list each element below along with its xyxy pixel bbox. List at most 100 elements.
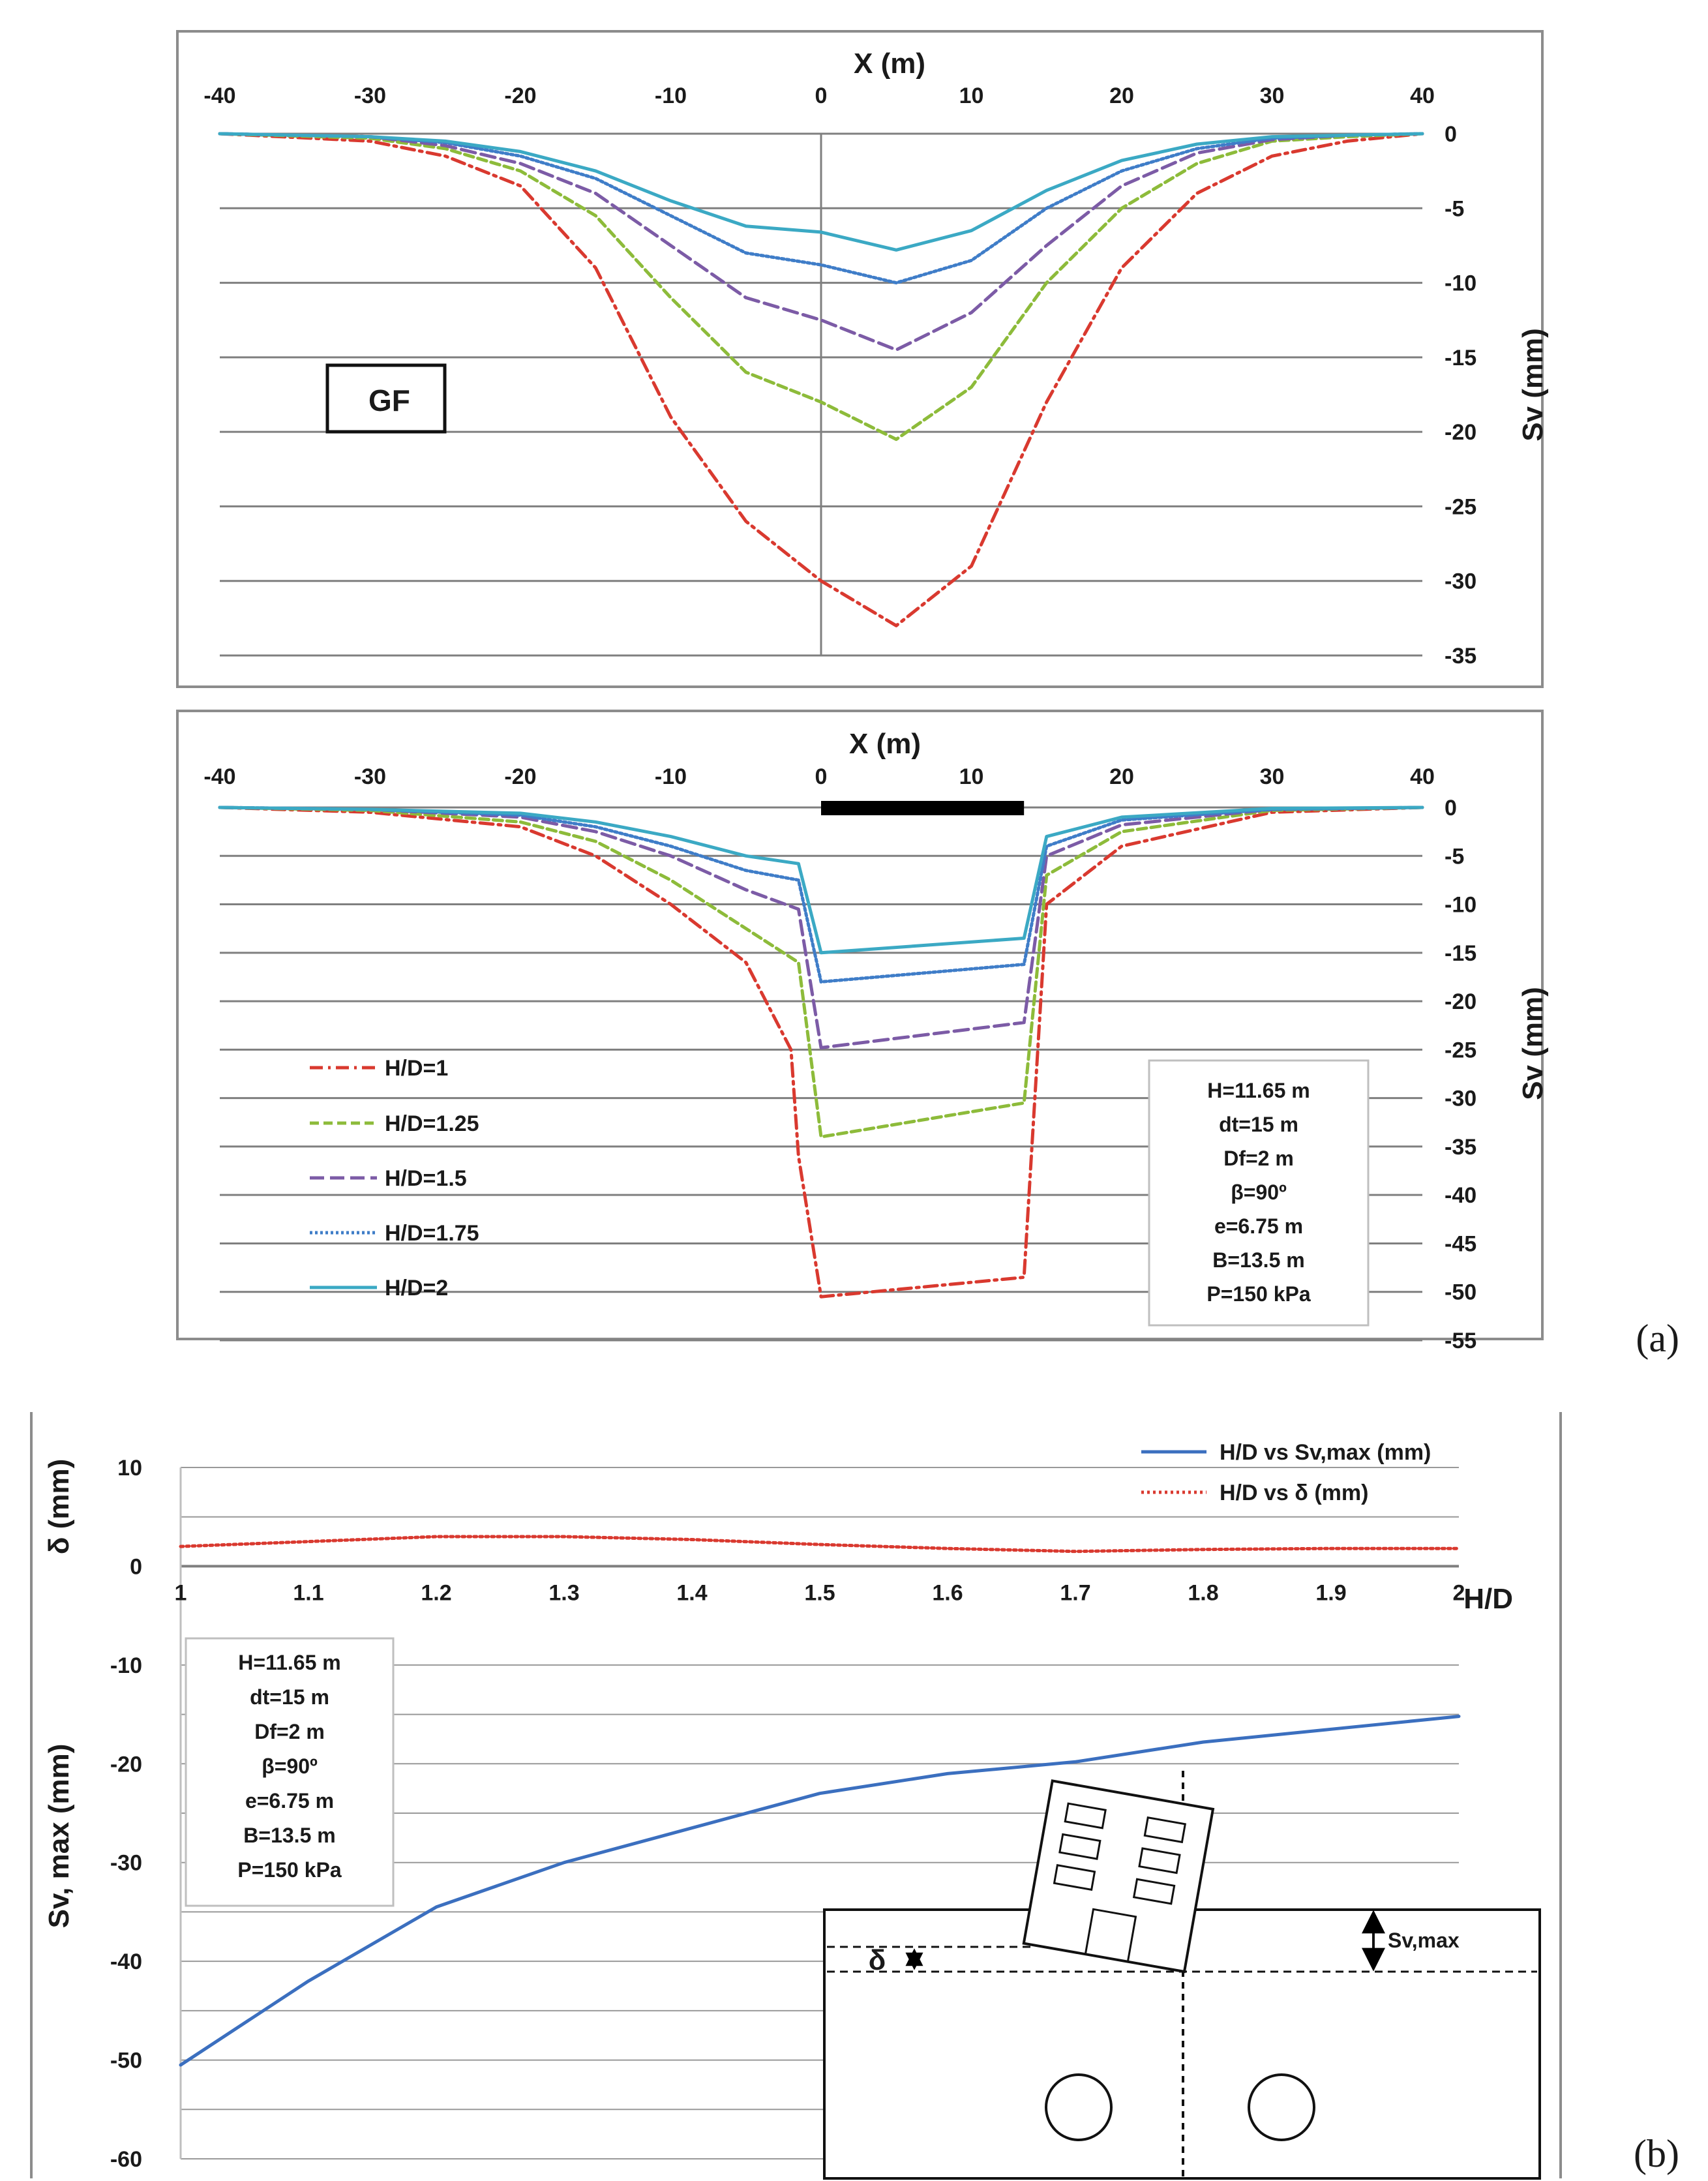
ytick-label: -40 [110, 1949, 142, 1974]
building-window [1053, 1863, 1096, 1891]
series-line-hd125 [218, 132, 1424, 442]
chart-a2: -40 -30 -20 -10 0 10 20 30 40 0 -5 -10 -15 -20 -25 -30… [176, 710, 1549, 1353]
ytick-label: -30 [110, 1851, 142, 1876]
legend-label-hd1: H/D=1 [385, 1056, 448, 1081]
series-line-svmax [179, 1715, 1461, 2067]
series-line-hd125 [218, 805, 1424, 1139]
legend-item-hd175: H/D=1.75 [310, 1221, 479, 1246]
series-line-hd2 [218, 805, 1424, 955]
series-line-hd2 [218, 132, 1424, 252]
xtick-label: -30 [354, 83, 386, 108]
xtick-label: 0 [815, 83, 828, 108]
xtick-label: -10 [655, 83, 687, 108]
ytick-label: -15 [1445, 941, 1476, 966]
series-line-hd175 [218, 132, 1424, 285]
legend-item-svmax: H/D vs Sv,max (mm) [1141, 1440, 1431, 1465]
ytick-label: -55 [1445, 1329, 1476, 1353]
xtick-label: 1 [175, 1580, 187, 1605]
tilted-building [1022, 1779, 1215, 1974]
chart-a1-series [218, 132, 1424, 627]
chart-a2-ylabel: Sv (mm) [1517, 987, 1549, 1100]
building-window [1058, 1833, 1101, 1860]
xtick-label: 0 [815, 764, 828, 789]
xtick-label: -40 [203, 83, 235, 108]
chart-a2-xlabel: X (m) [849, 728, 921, 760]
delta-symbol: δ [869, 1944, 886, 1976]
tunnel-left [1045, 2073, 1113, 2141]
chart-a1-xlabel: X (m) [854, 48, 925, 80]
ytick-label: -50 [1445, 1280, 1476, 1305]
series-line-hd15 [218, 805, 1424, 1049]
xtick-label: 20 [1109, 83, 1134, 108]
chart-b-ytick-labels: 10 0 -10 -20 -30 -40 -50 -60 [110, 1456, 142, 2172]
ytick-label: -20 [110, 1752, 142, 1777]
param-b-2: Df=2 m [254, 1720, 325, 1743]
chart-b-series [179, 1535, 1461, 2067]
xtick-label: -20 [504, 83, 536, 108]
legend-item-hd15: H/D=1.5 [310, 1166, 467, 1191]
series-line-hd1 [218, 132, 1424, 627]
params-box-b: H=11.65 m dt=15 m Df=2 m β=90º e=6.75 m … [185, 1637, 395, 1907]
ytick-label: -60 [110, 2147, 142, 2172]
chart-a1: -40 -30 -20 -10 0 10 20 30 40 0 -5 -10 -15 -20 -25 -30… [176, 30, 1549, 688]
legend-label-svmax: H/D vs Sv,max (mm) [1220, 1440, 1431, 1465]
legend-label-hd175: H/D=1.75 [385, 1221, 479, 1246]
param-a-1: dt=15 m [1219, 1113, 1298, 1136]
building-window [1143, 1816, 1187, 1844]
xtick-label: -10 [655, 764, 687, 789]
ytick-label: 0 [130, 1554, 142, 1579]
building-window [1132, 1878, 1176, 1905]
param-b-1: dt=15 m [250, 1685, 329, 1709]
ytick-label: -35 [1445, 1135, 1476, 1160]
tunnel-right [1248, 2073, 1315, 2141]
legend-a: H/D=1 H/D=1.25 H/D=1.5 H/D=1.75 H/D=2 [310, 1056, 479, 1301]
legend-label-hd15: H/D=1.5 [385, 1166, 467, 1191]
series-line-hd175 [218, 805, 1424, 984]
ytick-label: -30 [1445, 569, 1476, 594]
xtick-label: 1.5 [804, 1580, 835, 1605]
xtick-label: 10 [959, 764, 984, 789]
schematic: δ Sv,max [823, 1771, 1541, 2180]
chart-b: 1 1.1 1.2 1.3 1.4 1.5 1.6 1.7 1.8 1.9 2 10 0 -10 -20 -… [30, 1412, 1562, 2180]
legend-label-delta: H/D vs δ (mm) [1220, 1481, 1368, 1505]
param-b-0: H=11.65 m [238, 1651, 340, 1674]
gf-badge: GF [368, 384, 410, 417]
xtick-label: 1.9 [1315, 1580, 1346, 1605]
gf-badge-box [325, 363, 447, 434]
foundation-bar [821, 801, 1025, 815]
xtick-label: 40 [1410, 764, 1435, 789]
xtick-label: 1.7 [1060, 1580, 1090, 1605]
param-a-6: P=150 kPa [1206, 1282, 1310, 1306]
legend-label-hd2: H/D=2 [385, 1276, 448, 1301]
xtick-label: -20 [504, 764, 536, 789]
chart-a1-ylabel: Sv (mm) [1517, 328, 1549, 442]
legend-item-hd2: H/D=2 [310, 1276, 448, 1301]
building-door [1084, 1908, 1137, 1963]
chart-b-ylabel-top: δ (mm) [43, 1459, 75, 1554]
ytick-label: -10 [1445, 893, 1476, 918]
ytick-label: 0 [1445, 122, 1457, 147]
ytick-label: -35 [1445, 644, 1476, 669]
legend-label-hd125: H/D=1.25 [385, 1111, 479, 1136]
ytick-label: -25 [1445, 494, 1476, 519]
xtick-label: 10 [959, 83, 984, 108]
legend-item-hd1: H/D=1 [310, 1056, 448, 1081]
ytick-label: -30 [1445, 1087, 1476, 1111]
param-b-4: e=6.75 m [245, 1789, 334, 1812]
xtick-label: 1.2 [421, 1580, 451, 1605]
param-a-5: B=13.5 m [1212, 1248, 1304, 1272]
chart-a1-frame [176, 30, 1544, 688]
ytick-label: -15 [1445, 346, 1476, 370]
ytick-label: -10 [1445, 271, 1476, 296]
chart-b-xtick-labels: 1 1.1 1.2 1.3 1.4 1.5 1.6 1.7 1.8 1.9 2 [175, 1580, 1465, 1605]
ytick-label: 10 [117, 1456, 142, 1481]
chart-a2-series [218, 805, 1424, 1299]
xtick-label: 30 [1260, 83, 1285, 108]
xtick-label: 1.8 [1188, 1580, 1218, 1605]
xtick-label: 20 [1109, 764, 1134, 789]
series-line-delta [179, 1535, 1461, 1554]
param-a-3: β=90º [1231, 1181, 1287, 1204]
xtick-label: 40 [1410, 83, 1435, 108]
chart-a2-ytick-labels: 0 -5 -10 -15 -20 -25 -30 -35 -40 -45 -50 -55 [1445, 796, 1476, 1353]
panel-label-a: (a) [1636, 1317, 1679, 1360]
